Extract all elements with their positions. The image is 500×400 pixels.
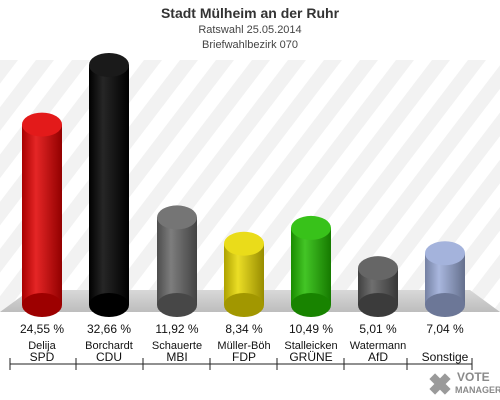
party-label: FDP [232, 350, 256, 364]
bar-bottom [358, 293, 398, 317]
bar-cdu [89, 53, 129, 317]
bar-top [224, 231, 264, 256]
value-label: 7,04 % [426, 322, 464, 336]
bar-body [89, 65, 129, 305]
candidate-label: Borchardt [85, 340, 133, 352]
background-stripe [384, 159, 500, 312]
value-label: 10,49 % [289, 322, 333, 336]
bar-bottom [224, 293, 264, 317]
bar-bottom [22, 293, 62, 317]
bar-top [291, 215, 331, 240]
bar-top [358, 256, 398, 281]
bar-bottom [89, 293, 129, 317]
candidate-label: Müller-Böh [217, 340, 270, 352]
background-stripe [96, 60, 306, 312]
party-label: GRÜNE [289, 350, 332, 364]
bar-spd [22, 112, 62, 317]
bar-grüne [291, 215, 331, 317]
value-label: 24,55 % [20, 322, 64, 336]
bar-bottom [425, 293, 465, 317]
candidate-label: Watermann [350, 340, 406, 352]
background-stripe [0, 60, 54, 131]
party-label: CDU [96, 350, 122, 364]
background-stripe [312, 65, 500, 312]
chart-title: Stadt Mülheim an der Ruhr [161, 5, 340, 21]
bar-body [157, 217, 197, 305]
candidate-label: Stalleicken [284, 340, 337, 352]
bars-group [22, 53, 465, 317]
logo-text-vote: VOTE [457, 370, 490, 384]
candidate-label: Delija [28, 340, 56, 352]
bar-top [157, 205, 197, 230]
bar-bottom [291, 293, 331, 317]
bar-top [22, 112, 62, 137]
background-stripe [168, 60, 378, 312]
bar-body [22, 124, 62, 306]
party-label: Sonstige [422, 350, 469, 364]
party-label: SPD [30, 350, 55, 364]
bar-mbi [157, 205, 197, 317]
logo-check-icon [429, 373, 451, 395]
bar-top [425, 241, 465, 266]
value-label: 32,66 % [87, 322, 131, 336]
bar-afd [358, 256, 398, 317]
bar-top [89, 53, 129, 77]
value-label: 8,34 % [225, 322, 263, 336]
bar-sonstige [425, 241, 465, 317]
value-label: 11,92 % [155, 322, 198, 336]
bar-body [291, 227, 331, 305]
chart-subtitle-district: Briefwahlbezirk 070 [202, 39, 298, 51]
logo-text-manager: MANAGER [455, 385, 500, 395]
background-stripe [0, 60, 18, 84]
value-label: 5,01 % [359, 322, 397, 336]
party-label: AfD [368, 350, 388, 364]
bar-fdp [224, 231, 264, 317]
party-label: MBI [166, 350, 187, 364]
candidate-label: Schauerte [152, 340, 202, 352]
chart-subtitle: Ratswahl 25.05.2014 [198, 24, 301, 36]
bar-bottom [157, 293, 197, 317]
vote-manager-logo: VOTE MANAGER [429, 370, 500, 395]
